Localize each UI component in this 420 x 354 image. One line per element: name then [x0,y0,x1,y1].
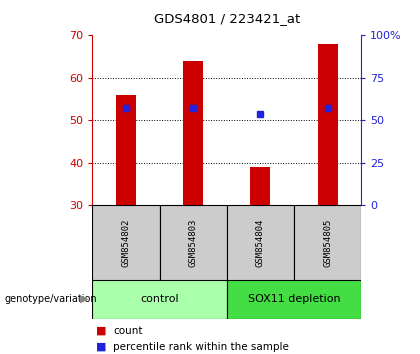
Text: GSM854804: GSM854804 [256,218,265,267]
Text: GSM854805: GSM854805 [323,218,332,267]
Text: percentile rank within the sample: percentile rank within the sample [113,342,289,352]
Bar [318,44,338,205]
Text: count: count [113,326,143,336]
Bar [183,61,203,205]
Text: ■: ■ [96,342,106,352]
Text: GSM854803: GSM854803 [189,218,198,267]
Bar [160,205,227,280]
Bar [116,95,136,205]
Bar [227,280,361,319]
Text: ■: ■ [96,326,106,336]
Text: GSM854802: GSM854802 [121,218,131,267]
Text: control: control [140,294,179,304]
Bar [92,205,160,280]
Bar [294,205,361,280]
Bar [250,167,270,205]
Text: ▶: ▶ [80,294,88,304]
Text: genotype/variation: genotype/variation [4,294,97,304]
Bar [92,280,227,319]
Text: GDS4801 / 223421_at: GDS4801 / 223421_at [154,12,300,25]
Text: SOX11 depletion: SOX11 depletion [248,294,340,304]
Bar [227,205,294,280]
